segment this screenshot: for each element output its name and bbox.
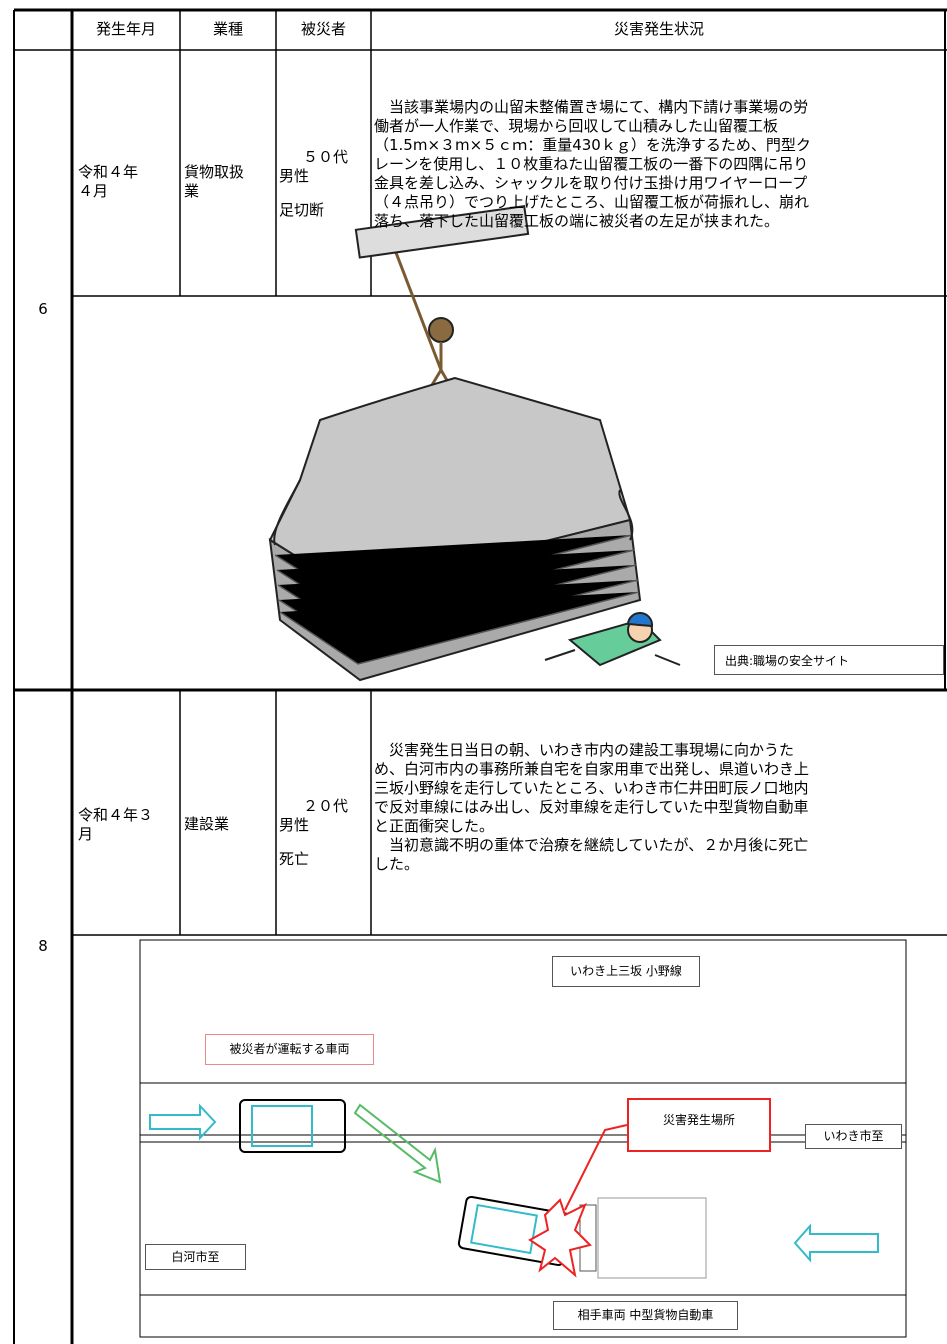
victim-line: ５０代 (303, 148, 349, 166)
diagram-label: いわき上三坂 小野線 (552, 956, 700, 987)
date-line: 令和４年３ (78, 806, 154, 824)
description-line: で反対車線にはみ出し、反対車線を走行していた中型貨物自動車 (374, 798, 809, 816)
description-line: 金具を差し込み、シャックルを取り付け玉掛け用ワイヤーロープ (374, 174, 808, 192)
date-line: 月 (78, 825, 94, 843)
description-line: 三坂小野線を走行していたところ、いわき市仁井田町辰ノ口地内 (374, 779, 809, 797)
illustration (268, 205, 681, 682)
description-line: 当初意識不明の重体で治療を継続していたが、２か月後に死亡 (374, 836, 809, 854)
diagram-label: 相手車両 中型貨物自動車 (553, 1301, 738, 1330)
description-line: め、白河市内の事務所兼自宅を自家用車で出発し、県道いわき上 (374, 760, 810, 778)
header-cell: 発生年月 (95, 20, 156, 38)
diagram-label: 白河市至 (145, 1244, 246, 1270)
industry: 建設業 (184, 815, 229, 834)
description-line: と正面衝突した。 (374, 817, 495, 835)
description-line: （1.5m×３m×５ｃｍ：重量430ｋｇ）を洗浄するため、門型ク (374, 136, 811, 154)
description-line: した。 (374, 855, 420, 873)
description: 災害発生日当日の朝、いわき市内の建設工事現場に向かうた め、白河市内の事務所兼自宅… (374, 741, 947, 874)
victim-line: 男性 (279, 816, 310, 834)
victim: ２０代 男性死亡 (279, 797, 348, 869)
case-number: 6 (38, 300, 48, 318)
injury: 足切断 (279, 201, 325, 219)
date-line: ４月 (78, 182, 109, 200)
header-cell: 被災者 (300, 20, 346, 38)
injury: 死亡 (279, 850, 310, 868)
description-line: 当該事業場内の山留未整備置き場にて、構内下請け事業場の労 (374, 98, 809, 116)
accident-diagram (139, 939, 907, 1338)
case-number: 8 (38, 937, 48, 955)
description-line: レーンを使用し、１０枚重ねた山留覆工板の一番下の四隅に吊り (374, 155, 809, 173)
diagram-label: 災害発生場所 (627, 1098, 771, 1152)
date-line: 令和４年 (78, 163, 139, 181)
diagram-label: 被災者が運転する車両 (205, 1034, 374, 1065)
description-line: 働者が一人作業で、現場から回収して山積みした山留覆工板 (374, 117, 778, 135)
date: 令和４年３ 月 (78, 806, 153, 844)
description-line: 落ち、落下した山留覆工板の端に被災者の左足が挟まれた。 (374, 212, 780, 230)
image-caption: 出典:職場の安全サイト (714, 645, 944, 675)
diagram-label: いわき市至 (805, 1124, 902, 1149)
description-line: 災害発生日当日の朝、いわき市内の建設工事現場に向かうた (374, 741, 795, 759)
industry-line: 業 (184, 182, 200, 200)
victim-line: ２０代 (303, 797, 349, 815)
victim-line: 男性 (279, 167, 310, 185)
industry: 貨物取扱業 (184, 163, 244, 201)
header-cell: 災害発生状況 (613, 20, 704, 38)
industry-line: 建設業 (184, 815, 230, 833)
victim: ５０代 男性足切断 (279, 148, 348, 220)
date: 令和４年 ４月 (78, 163, 138, 201)
header-cell: 業種 (212, 20, 243, 38)
description-line: （４点吊り）でつり上げたところ、山留覆工板が荷振れし、崩れ (374, 193, 810, 211)
description: 当該事業場内の山留未整備置き場にて、構内下請け事業場の労 働者が一人作業で、現場か… (374, 98, 947, 231)
industry-line: 貨物取扱 (184, 163, 245, 181)
